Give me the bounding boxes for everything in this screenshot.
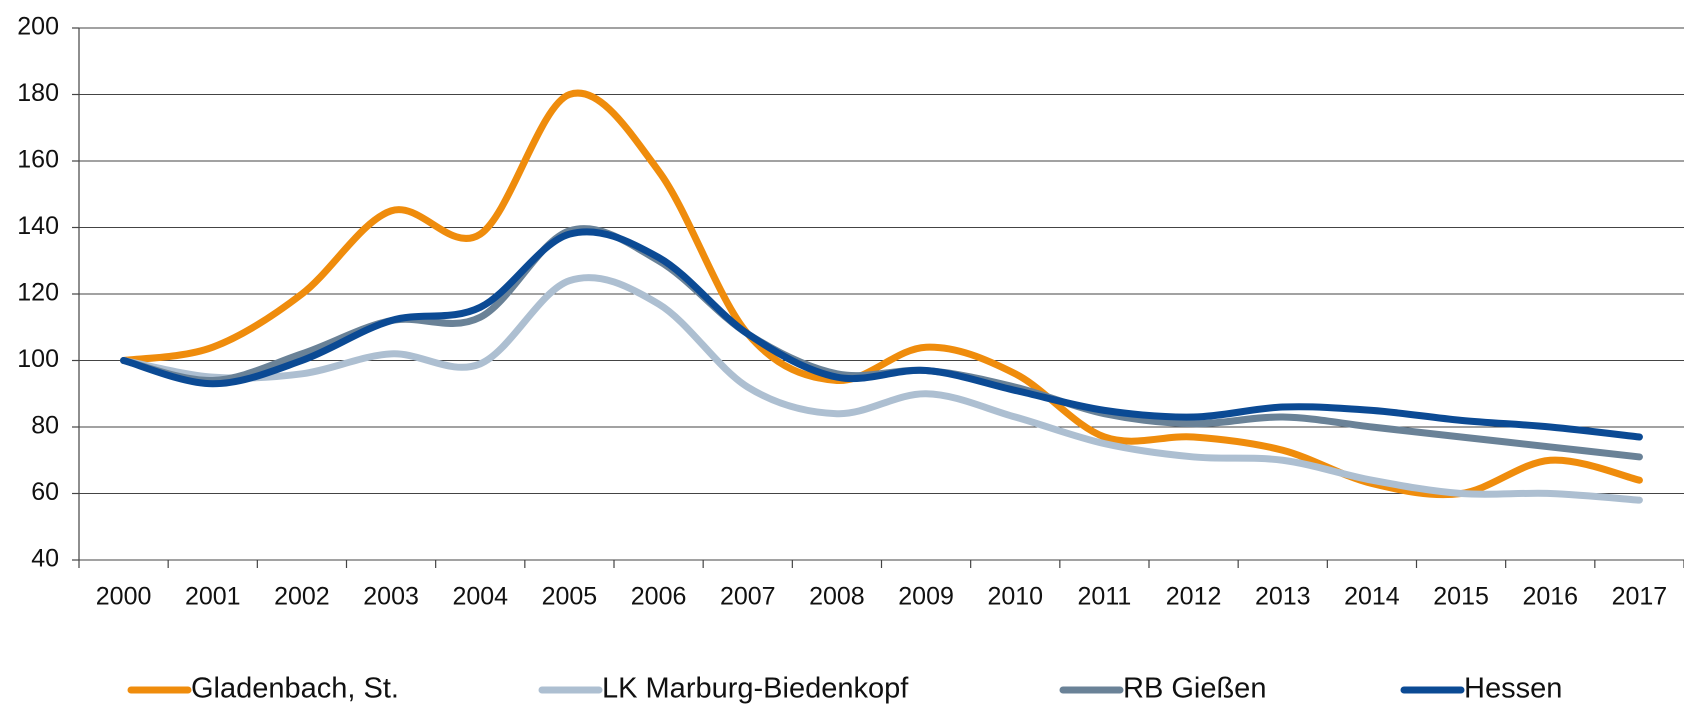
x-tick-label: 2000 bbox=[96, 583, 152, 611]
y-tick-label: 200 bbox=[17, 13, 59, 41]
x-tick-label: 2015 bbox=[1433, 583, 1489, 611]
series-line bbox=[120, 228, 1643, 441]
y-tick-label: 40 bbox=[31, 545, 59, 573]
x-tick-label: 2014 bbox=[1344, 583, 1400, 611]
legend-label: LK Marburg-Biedenkopf bbox=[602, 673, 909, 705]
x-tick-label: 2016 bbox=[1522, 583, 1578, 611]
x-tick-label: 2005 bbox=[542, 583, 598, 611]
x-tick-label: 2008 bbox=[809, 583, 865, 611]
y-tick-label: 180 bbox=[17, 79, 59, 107]
x-tick-label: 2011 bbox=[1078, 583, 1132, 611]
y-tick-label: 80 bbox=[31, 412, 59, 440]
x-tick-label: 2006 bbox=[631, 583, 687, 611]
legend-label: RB Gießen bbox=[1123, 673, 1266, 705]
x-tick-label: 2009 bbox=[898, 583, 954, 611]
x-tick-label: 2004 bbox=[452, 583, 508, 611]
legend-label: Hessen bbox=[1464, 673, 1562, 705]
legend-label: Gladenbach, St. bbox=[191, 673, 399, 705]
x-tick-label: 2003 bbox=[363, 583, 419, 611]
x-tick-label: 2001 bbox=[185, 583, 241, 611]
x-tick-label: 2007 bbox=[720, 583, 776, 611]
y-tick-label: 140 bbox=[17, 212, 59, 240]
x-tick-label: 2010 bbox=[987, 583, 1043, 611]
y-tick-label: 60 bbox=[31, 478, 59, 506]
x-tick-label: 2017 bbox=[1612, 583, 1668, 611]
x-tick-label: 2012 bbox=[1166, 583, 1222, 611]
y-tick-label: 100 bbox=[17, 345, 59, 373]
x-tick-label: 2002 bbox=[274, 583, 330, 611]
x-tick-label: 2013 bbox=[1255, 583, 1311, 611]
y-tick-label: 120 bbox=[17, 279, 59, 307]
y-tick-label: 160 bbox=[17, 146, 59, 174]
series-line bbox=[120, 274, 1643, 504]
series-line bbox=[120, 225, 1643, 461]
